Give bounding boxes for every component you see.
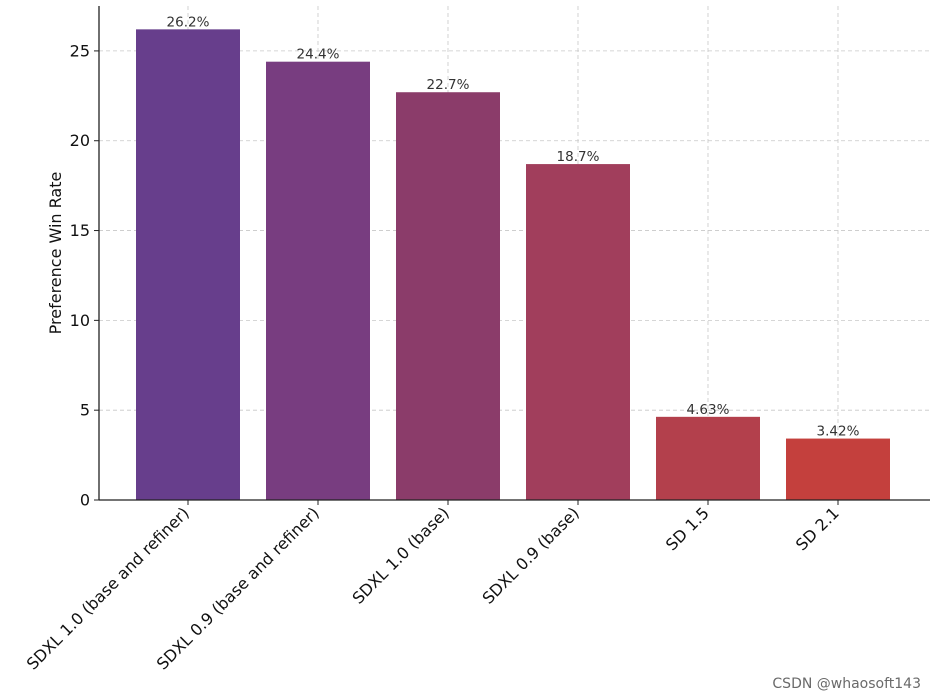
x-tick-label: SDXL 1.0 (base) (348, 503, 452, 607)
y-tick-label: 15 (70, 221, 90, 240)
bar (526, 164, 630, 500)
data-label: 18.7% (557, 149, 600, 165)
data-label: 24.4% (297, 47, 340, 63)
x-tick-label: SDXL 0.9 (base) (478, 503, 582, 607)
data-label: 3.42% (817, 424, 860, 440)
y-tick-label: 5 (80, 401, 90, 420)
bar (266, 61, 370, 501)
bar (396, 92, 500, 500)
data-labels: 26.2% 24.4% 22.7% 18.7% 4.63% 3.42% (167, 14, 860, 439)
y-tick-label: 0 (80, 491, 90, 510)
x-tick-label: SD 2.1 (792, 503, 843, 554)
data-label: 22.7% (427, 77, 470, 93)
y-axis-title: Preference Win Rate (46, 172, 65, 335)
data-label: 26.2% (167, 14, 210, 30)
bars (136, 29, 890, 501)
bar (136, 29, 240, 501)
y-tick-label: 25 (70, 41, 90, 60)
bar (656, 416, 760, 500)
x-tick-label: SD 1.5 (662, 503, 713, 554)
bar (786, 438, 890, 500)
y-tick-label: 20 (70, 131, 90, 150)
y-tick-label: 10 (70, 311, 90, 330)
watermark: CSDN @whaosoft143 (772, 676, 921, 692)
data-label: 4.63% (687, 402, 730, 418)
axes (98, 6, 930, 501)
